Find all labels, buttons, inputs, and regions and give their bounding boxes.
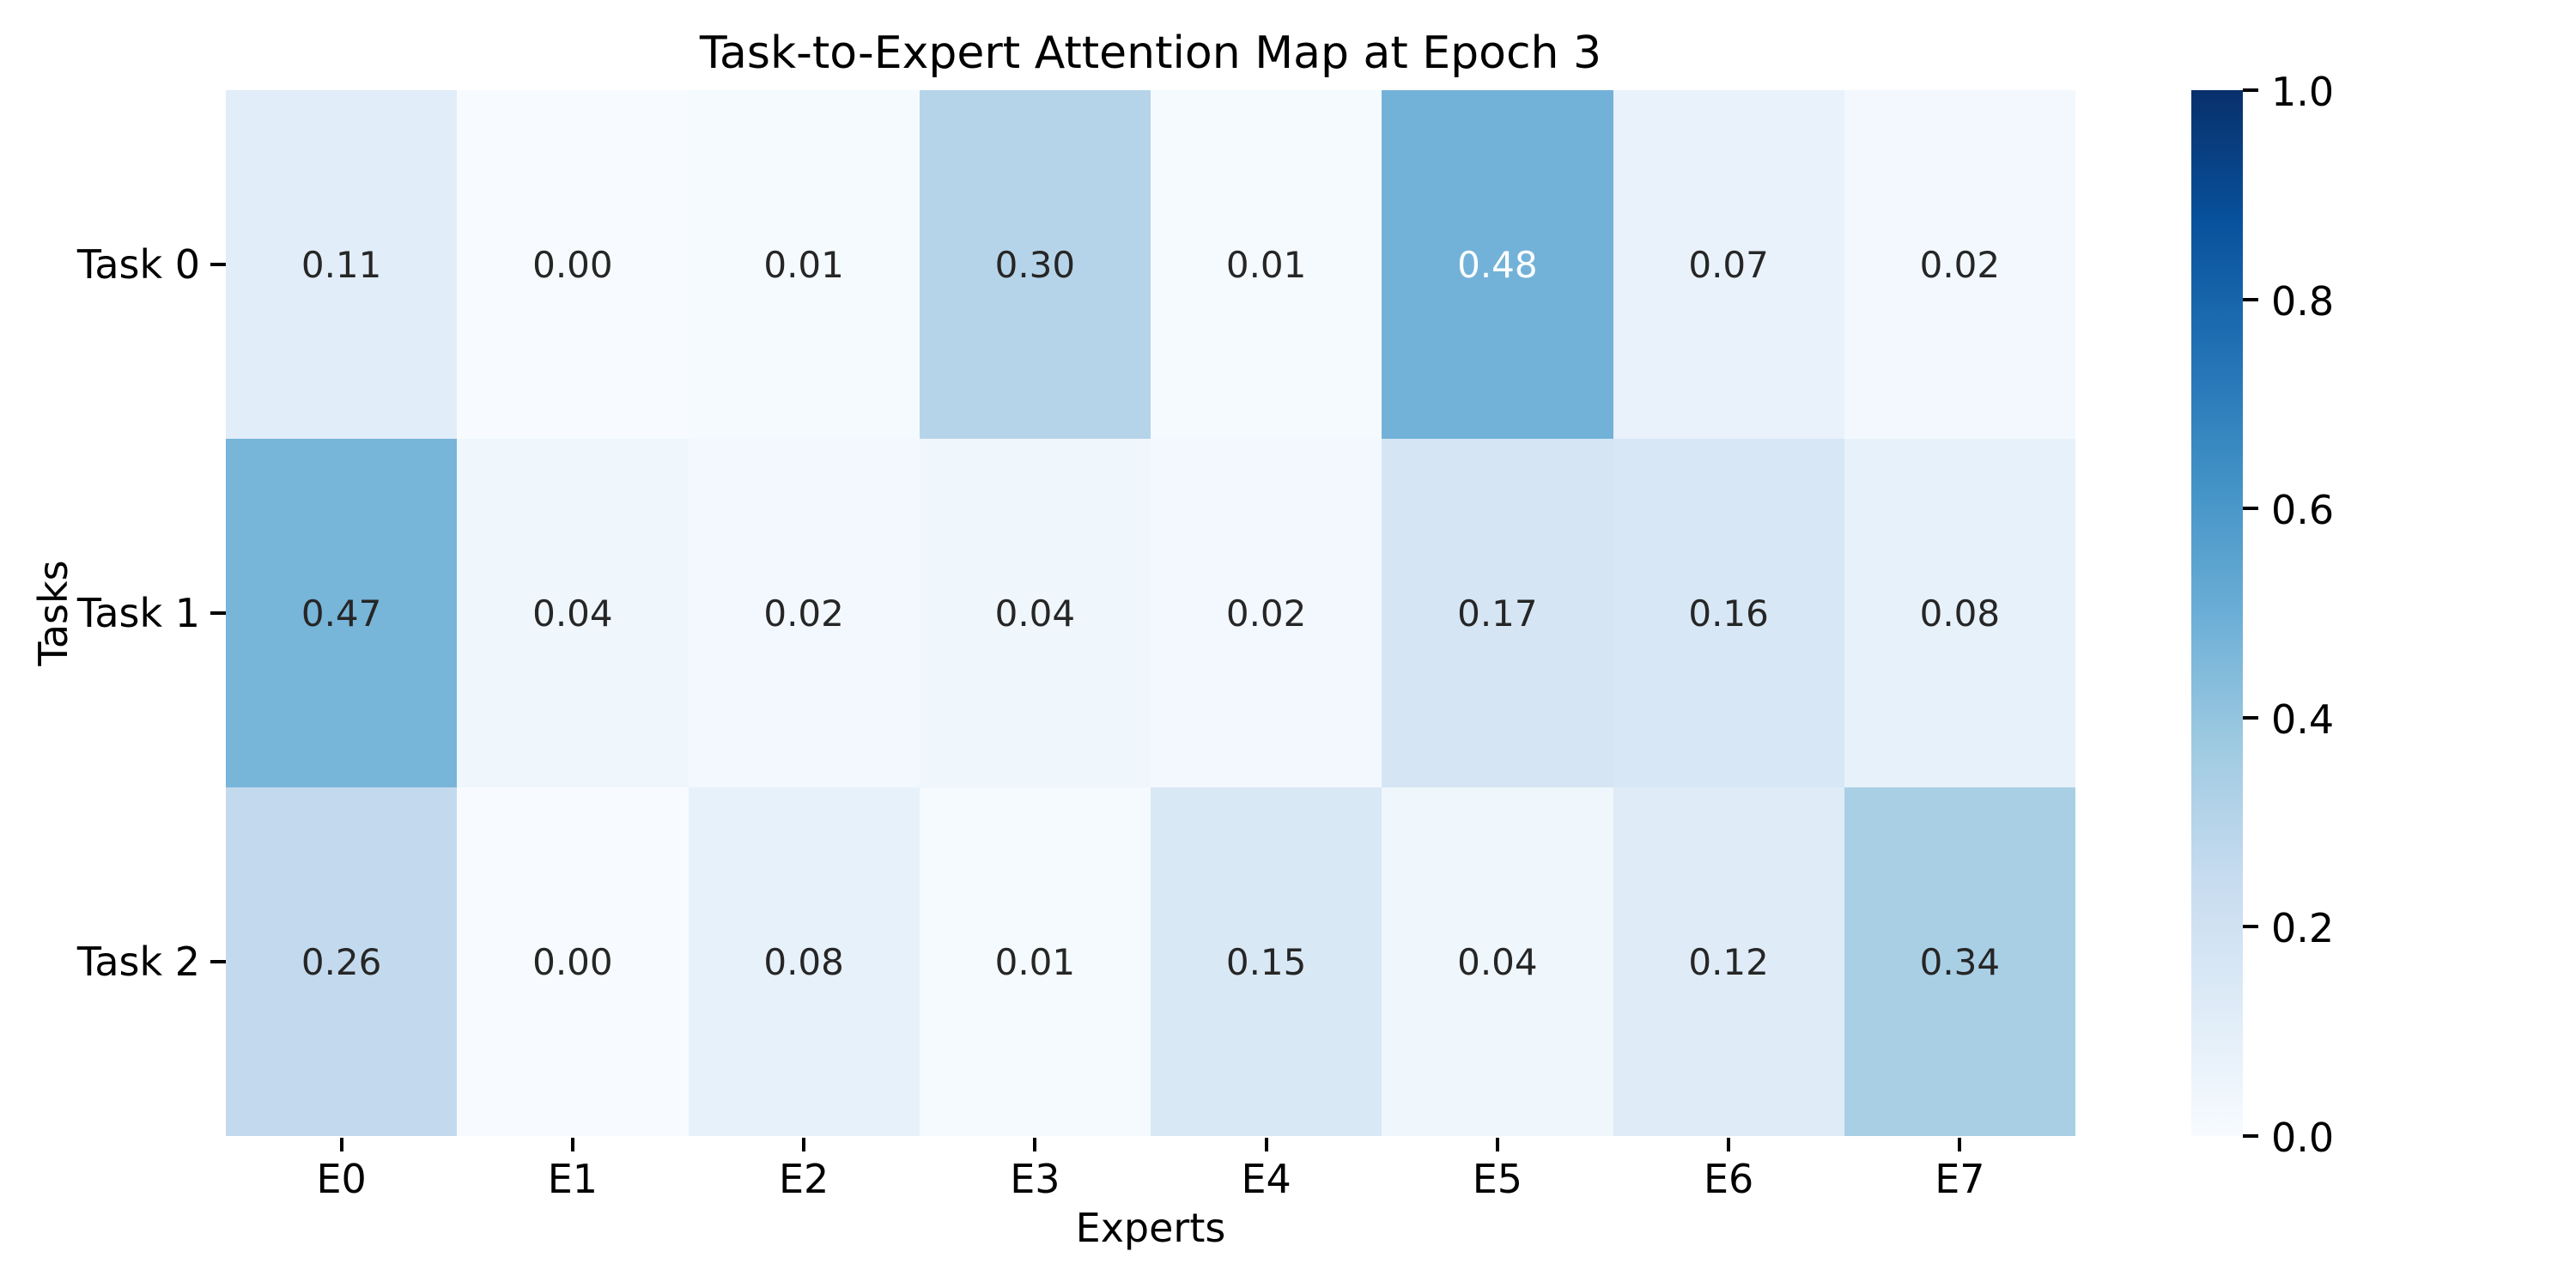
cell-annotation: 0.00 — [532, 243, 613, 286]
x-tick-mark — [1958, 1138, 1962, 1151]
x-tick-mark — [339, 1138, 343, 1151]
heatmap-cell: 0.30 — [919, 90, 1151, 439]
x-tick-label: E6 — [1703, 1156, 1754, 1202]
y-axis-label: Tasks — [30, 560, 76, 666]
colorbar-tick-mark — [2243, 88, 2258, 92]
y-tick-mark — [210, 960, 226, 963]
cell-annotation: 0.48 — [1457, 243, 1538, 286]
x-tick-label: E5 — [1472, 1156, 1523, 1202]
x-tick-label: E4 — [1241, 1156, 1291, 1202]
colorbar-tick-mark — [2243, 925, 2258, 929]
colorbar-tick-mark — [2243, 1134, 2258, 1138]
heatmap-cell: 0.00 — [457, 787, 689, 1136]
cell-annotation: 0.12 — [1688, 940, 1769, 983]
heatmap-cell: 0.04 — [1382, 787, 1613, 1136]
heatmap-cell: 0.02 — [1151, 439, 1382, 787]
heatmap-cell: 0.15 — [1151, 787, 1382, 1136]
colorbar-tick-mark — [2243, 507, 2258, 511]
heatmap-cell: 0.34 — [1844, 787, 2075, 1136]
cell-annotation: 0.02 — [763, 592, 844, 635]
x-tick-label: E2 — [778, 1156, 829, 1202]
heatmap-cell: 0.01 — [688, 90, 920, 439]
cell-annotation: 0.01 — [994, 940, 1076, 983]
x-tick-label: E7 — [1935, 1156, 1985, 1202]
colorbar-tick-label: 0.2 — [2271, 905, 2335, 952]
cell-annotation: 0.26 — [301, 940, 382, 983]
cell-annotation: 0.01 — [1225, 243, 1307, 286]
colorbar-tick-label: 1.0 — [2271, 69, 2335, 115]
x-tick-mark — [802, 1138, 806, 1151]
cell-annotation: 0.08 — [1919, 592, 2001, 635]
cell-annotation: 0.34 — [1919, 940, 2001, 983]
heatmap-cell: 0.04 — [457, 439, 689, 787]
heatmap-cell: 0.47 — [226, 439, 458, 787]
x-tick-mark — [1264, 1138, 1268, 1151]
colorbar-tick-label: 0.4 — [2271, 696, 2335, 743]
colorbar-tick-label: 0.6 — [2271, 487, 2335, 534]
heatmap-cell: 0.08 — [1844, 439, 2075, 787]
cell-annotation: 0.15 — [1225, 940, 1307, 983]
heatmap-cell: 0.01 — [919, 787, 1151, 1136]
y-tick-mark — [210, 263, 226, 266]
cell-annotation: 0.04 — [532, 592, 613, 635]
cell-annotation: 0.04 — [1457, 940, 1538, 983]
cell-annotation: 0.07 — [1688, 243, 1769, 286]
cell-annotation: 0.02 — [1225, 592, 1307, 635]
heatmap-cell: 0.16 — [1613, 439, 1844, 787]
heatmap-grid: 0.11 0.00 0.01 0.30 0.01 0.48 0.07 0.02 0.47 0.04… — [226, 90, 2075, 1136]
heatmap-cell: 0.17 — [1382, 439, 1613, 787]
x-tick-label: E1 — [547, 1156, 598, 1202]
x-tick-mark — [1033, 1138, 1037, 1151]
colorbar-gradient — [2191, 90, 2243, 1136]
cell-annotation: 0.30 — [994, 243, 1076, 286]
cell-annotation: 0.17 — [1457, 592, 1538, 635]
heatmap-cell: 0.08 — [688, 787, 920, 1136]
cell-annotation: 0.01 — [763, 243, 844, 286]
chart-title: Task-to-Expert Attention Map at Epoch 3 — [699, 27, 1602, 79]
x-axis-label: Experts — [1075, 1205, 1226, 1251]
heatmap-cell: 0.02 — [688, 439, 920, 787]
x-tick-label: E3 — [1010, 1156, 1060, 1202]
cell-annotation: 0.47 — [301, 592, 382, 635]
y-tick-mark — [210, 611, 226, 615]
heatmap-cell: 0.02 — [1844, 90, 2075, 439]
heatmap-cell: 0.00 — [457, 90, 689, 439]
cell-annotation: 0.04 — [994, 592, 1076, 635]
cell-annotation: 0.02 — [1919, 243, 2001, 286]
heatmap-cell: 0.26 — [226, 787, 458, 1136]
colorbar-tick-mark — [2243, 715, 2258, 720]
cell-annotation: 0.11 — [301, 243, 382, 286]
heatmap-cell: 0.07 — [1613, 90, 1844, 439]
colorbar-tick-label: 0.8 — [2271, 277, 2335, 325]
y-tick-label: Task 2 — [76, 939, 200, 985]
heatmap-cell: 0.01 — [1151, 90, 1382, 439]
x-tick-mark — [1727, 1138, 1731, 1151]
y-tick-label: Task 1 — [76, 590, 200, 636]
heatmap-cell: 0.04 — [919, 439, 1151, 787]
colorbar-tick-mark — [2243, 297, 2258, 301]
y-tick-label: Task 0 — [76, 241, 200, 288]
x-tick-mark — [570, 1138, 574, 1151]
cell-annotation: 0.00 — [532, 940, 613, 983]
cell-annotation: 0.16 — [1688, 592, 1769, 635]
colorbar-tick-label: 0.0 — [2271, 1115, 2335, 1161]
cell-annotation: 0.08 — [763, 940, 844, 983]
heatmap-cell: 0.48 — [1382, 90, 1613, 439]
x-tick-label: E0 — [316, 1156, 367, 1202]
x-tick-mark — [1495, 1138, 1499, 1151]
heatmap-cell: 0.12 — [1613, 787, 1844, 1136]
heatmap-cell: 0.11 — [226, 90, 458, 439]
